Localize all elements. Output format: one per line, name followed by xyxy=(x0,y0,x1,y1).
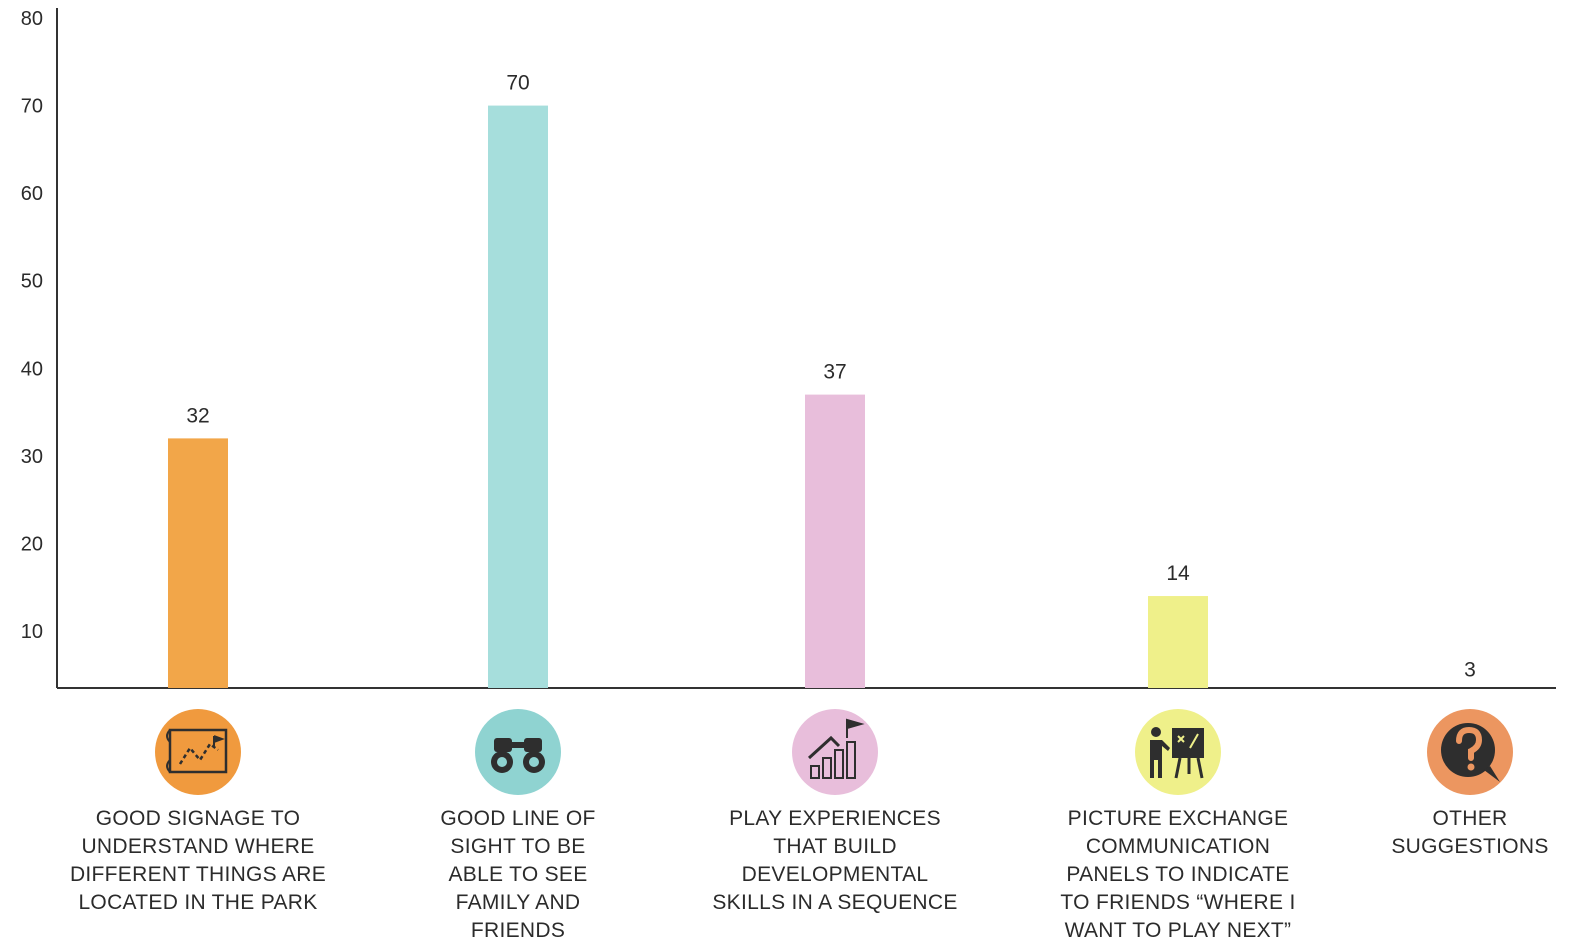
category-label-line: UNDERSTAND WHERE xyxy=(81,835,315,858)
category-label: GOOD LINE OF SIGHT TO BE ABLE TO SEE FAMILY… xyxy=(368,805,668,945)
y-tick-label: 80 xyxy=(21,8,43,30)
bar xyxy=(805,394,865,688)
question-icon xyxy=(1427,709,1513,795)
category-label-line: GOOD SIGNAGE TO xyxy=(95,807,301,830)
y-tick-label: 60 xyxy=(21,183,43,205)
category-label-line: SIGHT TO BE xyxy=(450,835,586,858)
category-label-line: WANT TO PLAY NEXT” xyxy=(1064,919,1292,942)
y-tick-label: 40 xyxy=(21,358,43,380)
category-label-line: OTHER xyxy=(1432,807,1508,830)
bar xyxy=(488,105,548,689)
category-label-line: PLAY EXPERIENCES xyxy=(729,807,941,830)
binoculars-icon-glyph xyxy=(491,738,545,773)
y-tick-label: 70 xyxy=(21,96,43,118)
category-label-line: THAT BUILD xyxy=(773,835,897,858)
icon-circle xyxy=(475,709,561,795)
category-label: GOOD SIGNAGE TO UNDERSTAND WHERE DIFFERENT… xyxy=(48,805,348,917)
map-icon-glyph xyxy=(166,728,228,774)
growth-chart-flag-icon-glyph xyxy=(807,718,865,779)
category-label-line: LOCATED IN THE PARK xyxy=(78,891,318,914)
y-tick-label: 20 xyxy=(21,533,43,555)
growth-chart-flag-icon xyxy=(792,709,878,795)
bar xyxy=(1148,596,1208,688)
category-label: PLAY EXPERIENCES THAT BUILD DEVELOPMENTAL S… xyxy=(685,805,985,917)
category-label: PICTURE EXCHANGE COMMUNICATION PANELS TO I… xyxy=(1028,805,1328,945)
bar-value-label: 70 xyxy=(506,72,529,95)
category-label-line: FRIENDS xyxy=(470,919,566,942)
category-label-line: TO FRIENDS “WHERE I xyxy=(1060,891,1296,914)
category-label-line: GOOD LINE OF xyxy=(440,807,596,830)
map-icon xyxy=(155,709,241,795)
bar xyxy=(168,438,228,688)
category-label-line: DIFFERENT THINGS ARE xyxy=(69,863,327,886)
question-icon-glyph xyxy=(1441,723,1500,782)
category-label-line: FAMILY AND xyxy=(455,891,581,914)
bar-value-label: 37 xyxy=(823,361,846,384)
y-tick-label: 10 xyxy=(21,621,43,643)
bar-value-label: 32 xyxy=(186,404,209,427)
icon-circle xyxy=(155,709,241,795)
teacher-board-icon xyxy=(1135,709,1221,795)
category-label-line: SUGGESTIONS xyxy=(1391,835,1549,858)
category-label-line: COMMUNICATION xyxy=(1085,835,1271,858)
category-label: OTHER SUGGESTIONS xyxy=(1320,805,1572,861)
category-label-line: DEVELOPMENTAL xyxy=(741,863,929,886)
binoculars-icon xyxy=(475,709,561,795)
y-tick-label: 50 xyxy=(21,271,43,293)
category-label-line: SKILLS IN A SEQUENCE xyxy=(712,891,958,914)
bar-value-label: 14 xyxy=(1166,562,1190,585)
bar-value-label: 3 xyxy=(1464,658,1476,681)
y-tick-label: 30 xyxy=(21,446,43,468)
category-label-line: ABLE TO SEE xyxy=(448,863,588,886)
category-label-line: PANELS TO INDICATE xyxy=(1066,863,1290,886)
teacher-board-icon-glyph xyxy=(1150,727,1204,779)
category-label-line: PICTURE EXCHANGE xyxy=(1067,807,1289,830)
